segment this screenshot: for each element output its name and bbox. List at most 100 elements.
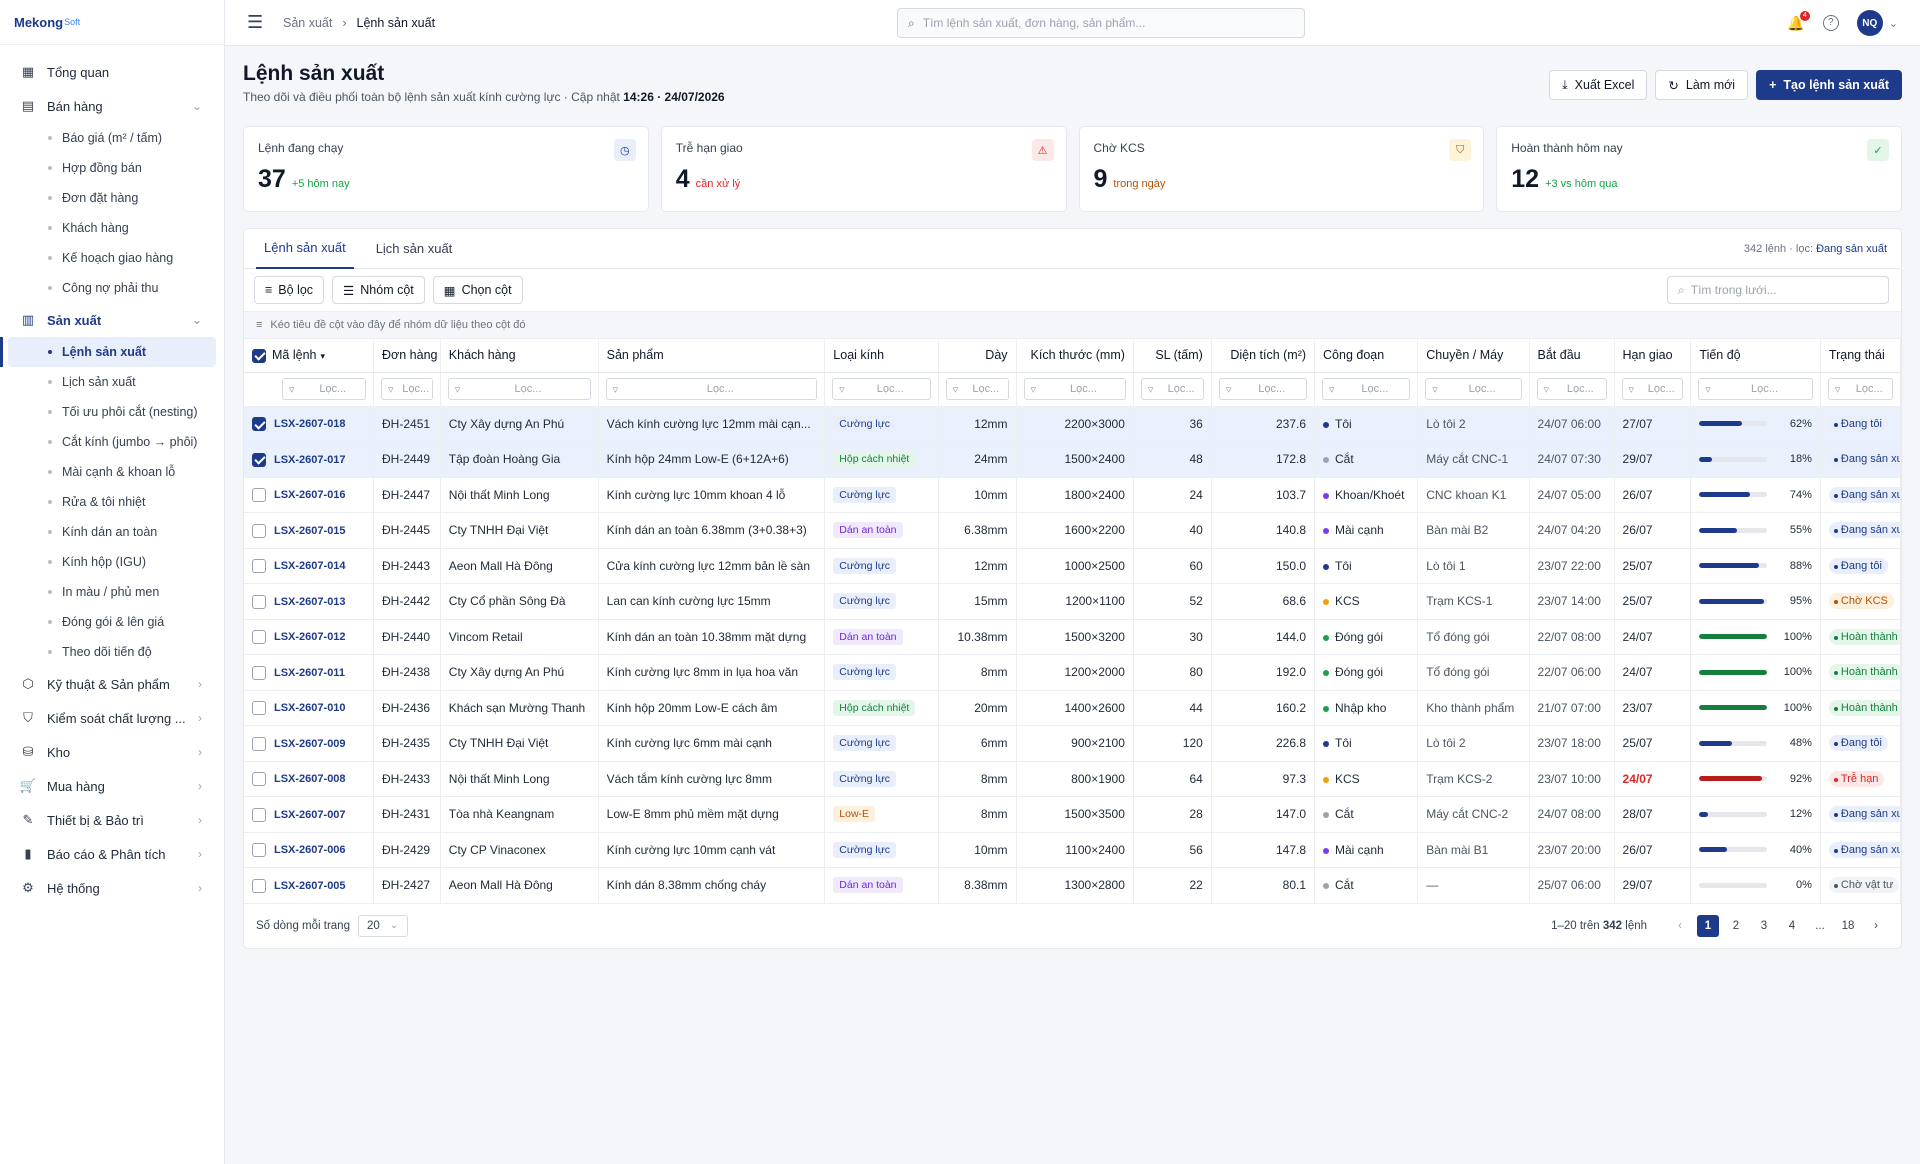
- sidebar-subitem-production[interactable]: Đóng gói & lên giá: [0, 607, 224, 637]
- sidebar-item-1[interactable]: ▤ Bán hàng ⌄: [0, 89, 224, 123]
- choose-columns-button[interactable]: ▦ Chọn cột: [432, 276, 523, 304]
- group-drop-zone[interactable]: ≡ Kéo tiêu đề cột vào đây để nhóm dữ liệu…: [244, 311, 1901, 339]
- column-filter-input[interactable]: ▿ Lọc...: [605, 378, 818, 400]
- column-header[interactable]: Sản phẩm: [598, 339, 826, 373]
- row-checkbox[interactable]: [252, 594, 266, 609]
- sidebar-item-bottom[interactable]: ⚙ Hệ thống ›: [0, 871, 224, 905]
- tab-production-orders[interactable]: Lệnh sản xuất: [256, 229, 354, 269]
- table-row[interactable]: LSX-2607-010 ĐH-2436 Khách sạn Mường Tha…: [244, 690, 1902, 726]
- table-row[interactable]: LSX-2607-006 ĐH-2429 Cty CP Vinaconex Kí…: [244, 832, 1902, 868]
- create-order-button[interactable]: + Tạo lệnh sản xuất: [1756, 70, 1902, 100]
- sidebar-item-bottom[interactable]: 🛒 Mua hàng ›: [0, 769, 224, 803]
- sidebar-subitem-sales[interactable]: Khách hàng: [0, 213, 224, 243]
- page-button[interactable]: 18: [1841, 919, 1855, 932]
- rows-per-page-select[interactable]: 20 ⌄: [357, 914, 408, 937]
- column-header[interactable]: Trạng thái: [1820, 339, 1902, 373]
- stat-card[interactable]: Chờ KCS ⛉ 9 trong ngày: [1078, 126, 1485, 212]
- page-button[interactable]: 4: [1788, 919, 1796, 932]
- column-filter-input[interactable]: ▿ Lọc...: [1218, 378, 1308, 400]
- order-code-link[interactable]: LSX-2607-011: [274, 666, 345, 679]
- table-row[interactable]: LSX-2607-016 ĐH-2447 Nội thất Minh Long …: [244, 477, 1902, 513]
- table-row[interactable]: LSX-2607-009 ĐH-2435 Cty TNHH Đại Việt K…: [244, 725, 1902, 762]
- column-header[interactable]: Hạn giao: [1614, 339, 1692, 373]
- row-checkbox[interactable]: [252, 488, 266, 503]
- next-page-icon[interactable]: ›: [1874, 919, 1878, 932]
- table-row[interactable]: LSX-2607-005 ĐH-2427 Aeon Mall Hà Đông K…: [244, 867, 1902, 904]
- sidebar-subitem-sales[interactable]: Đơn đặt hàng: [0, 183, 224, 213]
- column-header[interactable]: Dày: [938, 339, 1017, 373]
- stat-card[interactable]: Hoàn thành hôm nay ✓ 12 +3 vs hôm qua: [1496, 126, 1902, 212]
- column-header[interactable]: Đơn hàng: [373, 339, 441, 373]
- order-code-link[interactable]: LSX-2607-006: [274, 844, 346, 857]
- column-header[interactable]: Chuyền / Máy: [1417, 339, 1530, 373]
- order-code-link[interactable]: LSX-2607-014: [274, 560, 346, 573]
- order-code-link[interactable]: LSX-2607-012: [274, 631, 346, 644]
- table-row[interactable]: LSX-2607-008 ĐH-2433 Nội thất Minh Long …: [244, 761, 1902, 797]
- column-filter-input[interactable]: ▿ Lọc...: [1140, 378, 1204, 400]
- order-code-link[interactable]: LSX-2607-017: [274, 453, 346, 466]
- row-checkbox[interactable]: [252, 523, 266, 538]
- sidebar-item-bottom[interactable]: ✎ Thiết bị & Bảo trì ›: [0, 803, 224, 837]
- order-code-link[interactable]: LSX-2607-008: [274, 773, 346, 786]
- table-row[interactable]: LSX-2607-015 ĐH-2445 Cty TNHH Đại Việt K…: [244, 512, 1902, 549]
- sidebar-item-production[interactable]: ▥ Sản xuất ⌄: [0, 303, 224, 337]
- stat-card[interactable]: Lệnh đang chạy ◷ 37 +5 hôm nay: [243, 126, 649, 212]
- tab-production-schedule[interactable]: Lịch sản xuất: [375, 241, 453, 256]
- row-checkbox[interactable]: [252, 630, 266, 645]
- column-filter-input[interactable]: ▿ Lọc...: [1536, 378, 1607, 400]
- group-columns-button[interactable]: ☰ Nhóm cột: [332, 276, 425, 304]
- column-header[interactable]: Tiến độ: [1690, 339, 1821, 373]
- sidebar-subitem-sales[interactable]: Kế hoạch giao hàng: [0, 243, 224, 273]
- table-row[interactable]: LSX-2607-014 ĐH-2443 Aeon Mall Hà Đông C…: [244, 548, 1902, 584]
- row-checkbox[interactable]: [252, 701, 266, 716]
- sidebar-subitem-production[interactable]: Theo dõi tiến độ: [0, 637, 224, 667]
- row-checkbox[interactable]: [252, 559, 266, 574]
- table-row[interactable]: LSX-2607-018 ĐH-2451 Cty Xây dựng An Phú…: [244, 406, 1902, 442]
- sort-desc-icon[interactable]: ▾: [320, 350, 326, 361]
- column-filter-input[interactable]: ▿ Lọc...: [1322, 378, 1411, 400]
- table-row[interactable]: LSX-2607-007 ĐH-2431 Tòa nhà Keangnam Lo…: [244, 796, 1902, 833]
- column-header[interactable]: Kích thước (mm): [1016, 339, 1134, 373]
- sidebar-subitem-production[interactable]: Kính dán an toàn: [0, 517, 224, 547]
- sidebar-subitem-production[interactable]: Tối ưu phôi cắt (nesting): [0, 397, 224, 427]
- sidebar-subitem-sales[interactable]: Hợp đồng bán: [0, 153, 224, 183]
- refresh-button[interactable]: ↻ Làm mới: [1655, 70, 1749, 100]
- sidebar-subitem-production[interactable]: Cắt kính (jumbo → phôi): [0, 427, 224, 457]
- column-filter-input[interactable]: ▿ Lọc...: [1698, 378, 1813, 400]
- grid-search-input[interactable]: ⌕ Tìm trong lưới...: [1667, 276, 1889, 304]
- column-filter-input[interactable]: ▿ Lọc...: [1425, 378, 1522, 400]
- brand-logo[interactable]: Mekong Soft: [0, 0, 224, 45]
- column-filter-input[interactable]: ▿ Lọc...: [832, 378, 931, 400]
- order-code-link[interactable]: LSX-2607-005: [274, 879, 346, 892]
- page-button[interactable]: 3: [1760, 919, 1768, 932]
- filter-button[interactable]: ≡ Bộ lọc: [254, 276, 325, 304]
- column-filter-input[interactable]: ▿ Lọc...: [1827, 378, 1893, 400]
- column-filter-input[interactable]: ▿ Lọc...: [282, 378, 367, 400]
- row-checkbox[interactable]: [252, 665, 266, 680]
- table-row[interactable]: LSX-2607-011 ĐH-2438 Cty Xây dựng An Phú…: [244, 654, 1902, 691]
- order-code-link[interactable]: LSX-2607-018: [274, 418, 346, 431]
- user-menu[interactable]: NQ ⌄: [1856, 10, 1898, 36]
- table-row[interactable]: LSX-2607-012 ĐH-2440 Vincom Retail Kính …: [244, 619, 1902, 655]
- sidebar-subitem-sales[interactable]: Công nợ phải thu: [0, 273, 224, 303]
- row-checkbox[interactable]: [252, 807, 266, 822]
- order-code-link[interactable]: LSX-2607-009: [274, 737, 346, 750]
- column-filter-input[interactable]: ▿ Lọc...: [381, 378, 433, 400]
- column-header[interactable]: Bắt đầu: [1529, 339, 1615, 373]
- sidebar-item-bottom[interactable]: ⛁ Kho ›: [0, 735, 224, 769]
- column-header[interactable]: SL (tấm): [1133, 339, 1212, 373]
- order-code-link[interactable]: LSX-2607-015: [274, 524, 346, 537]
- order-code-link[interactable]: LSX-2607-010: [274, 702, 346, 715]
- page-button[interactable]: 1: [1697, 914, 1719, 937]
- table-row[interactable]: LSX-2607-017 ĐH-2449 Tập đoàn Hoàng Gia …: [244, 441, 1902, 478]
- hamburger-menu-icon[interactable]: ☰: [247, 12, 264, 32]
- table-row[interactable]: LSX-2607-013 ĐH-2442 Cty Cổ phần Sông Đà…: [244, 583, 1902, 620]
- sidebar-subitem-production[interactable]: Kính hộp (IGU): [0, 547, 224, 577]
- row-checkbox[interactable]: [252, 843, 266, 858]
- page-button[interactable]: 2: [1732, 919, 1740, 932]
- column-filter-input[interactable]: ▿ Lọc...: [447, 378, 591, 400]
- row-checkbox[interactable]: [252, 878, 266, 893]
- row-checkbox[interactable]: [252, 736, 266, 751]
- global-search-input[interactable]: ⌕ Tìm lệnh sản xuất, đơn hàng, sản phẩm.…: [897, 8, 1305, 38]
- column-header[interactable]: Loại kính: [824, 339, 939, 373]
